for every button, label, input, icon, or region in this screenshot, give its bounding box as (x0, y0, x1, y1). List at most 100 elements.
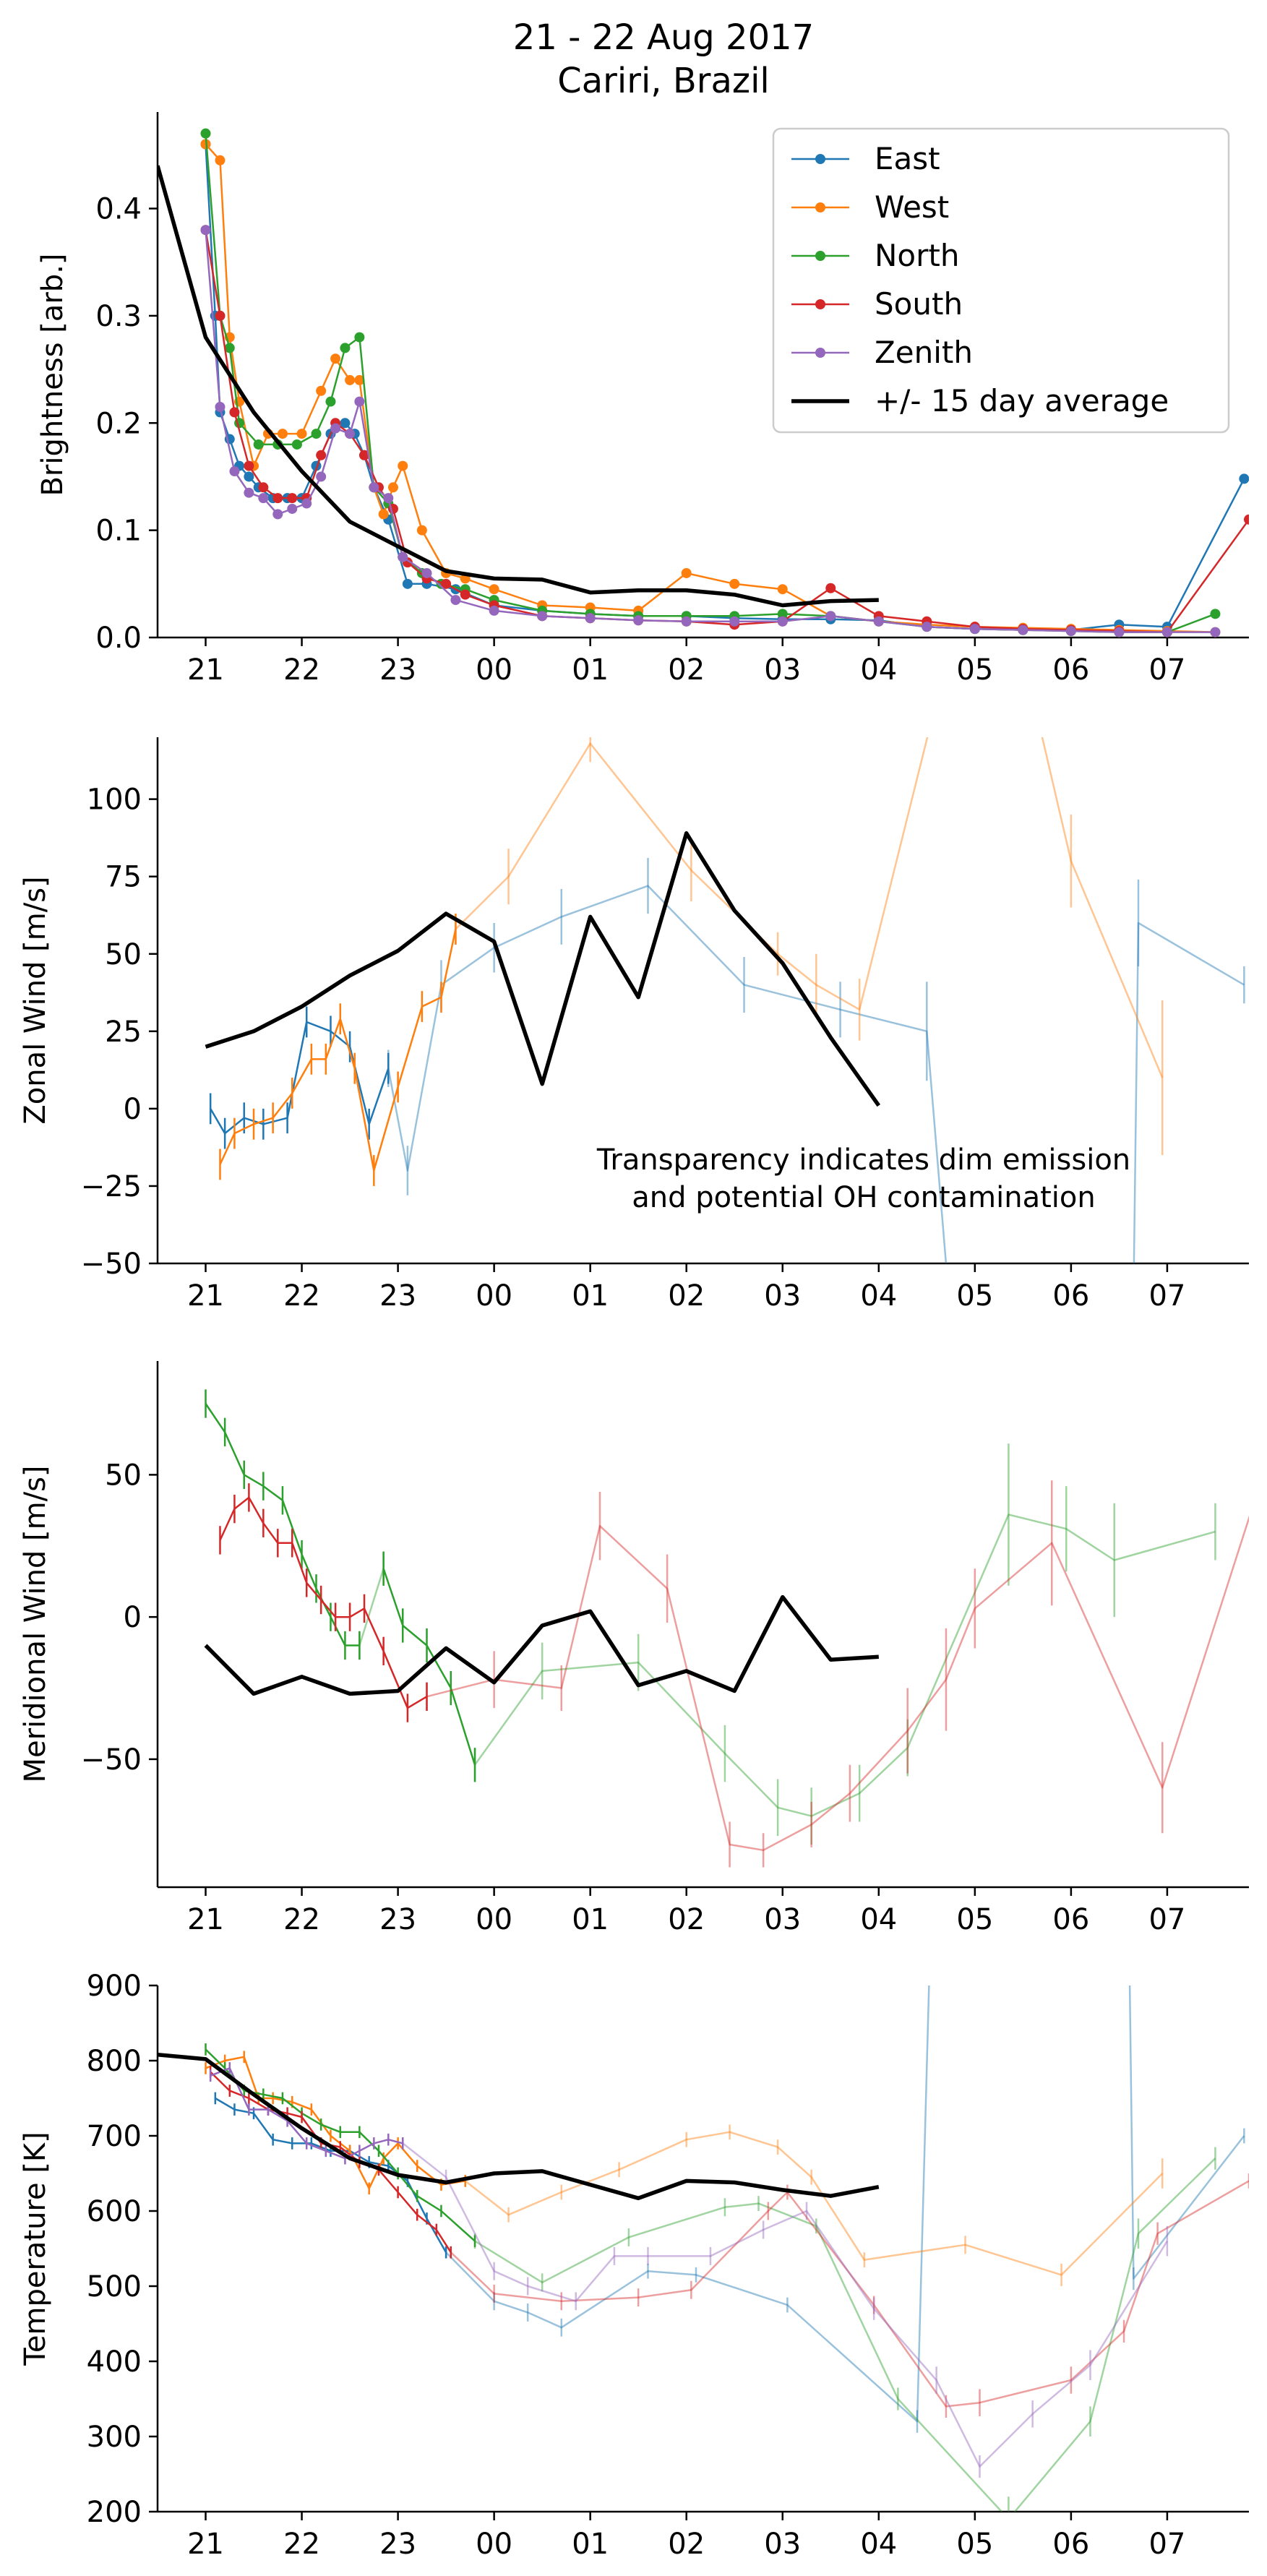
data-point (489, 605, 499, 616)
data-point (729, 578, 740, 589)
series-south (219, 1480, 1249, 1868)
data-point (825, 583, 836, 593)
x-tick-label: 03 (764, 2528, 801, 2561)
x-tick-label: 01 (572, 2528, 609, 2561)
x-tick-label: 00 (476, 1279, 512, 1313)
data-point (354, 396, 365, 407)
legend: East West North South Zenith +/- 15 day avera… (772, 127, 1230, 434)
data-point (1114, 627, 1125, 637)
x-tick-label: 23 (379, 1903, 416, 1936)
data-point (296, 429, 307, 439)
zonal-wind-panel: 21 22 23 00 01 02 03 04 05 06 07 −50 −25 0 25 50 75 100 Zo… (19, 737, 1249, 1313)
series-line (382, 1568, 476, 1766)
data-point (729, 616, 740, 627)
plot-area (205, 737, 1245, 1263)
legend-marker (815, 202, 825, 212)
legend-label: +/- 15 day average (875, 383, 1169, 418)
average-line (204, 1594, 879, 1696)
data-point (272, 493, 283, 504)
data-point (244, 460, 254, 471)
series-average (205, 831, 881, 1107)
data-point (200, 128, 211, 139)
series-north (205, 2043, 1216, 2512)
legend-entry-north: North (791, 238, 959, 273)
series-zenith (209, 2062, 1169, 2478)
y-tick-label: 900 (87, 1970, 142, 2003)
data-point (277, 429, 288, 439)
data-point (287, 493, 298, 504)
data-point (585, 613, 596, 624)
x-tick-label: 07 (1148, 653, 1185, 687)
x-tick-label: 02 (668, 1279, 705, 1313)
x-tick-label: 03 (764, 1903, 801, 1936)
data-point (450, 595, 461, 606)
x-tick-label: 22 (283, 653, 320, 687)
data-point (681, 567, 692, 578)
data-point (354, 332, 365, 343)
y-tick-label: 50 (105, 938, 142, 971)
data-point (1161, 627, 1172, 637)
average-line (205, 831, 881, 1107)
x-tick-label: 21 (187, 1903, 224, 1936)
data-point (489, 584, 499, 595)
y-tick-label: 0.3 (95, 300, 142, 333)
data-point (291, 439, 302, 450)
legend-marker (815, 299, 825, 309)
y-tick-label: 700 (87, 2120, 142, 2153)
x-tick-label: 04 (860, 1903, 897, 1936)
data-point (441, 578, 452, 589)
x-tick-label: 23 (379, 1279, 416, 1313)
y-axis-label: Zonal Wind [m/s] (19, 876, 52, 1124)
legend-label: East (875, 141, 940, 176)
data-point (421, 567, 432, 578)
x-tick-label: 22 (283, 1279, 320, 1313)
series-line (205, 1403, 360, 1647)
y-tick-label: 100 (87, 783, 142, 817)
series-line (358, 1568, 385, 1646)
series-line (219, 1496, 428, 1709)
data-point (311, 429, 322, 439)
series-north (205, 1389, 1216, 1845)
plot-area (158, 1985, 1249, 2512)
series-line (402, 2142, 1168, 2468)
x-tick-label: 05 (956, 1903, 993, 1936)
x-tick-label: 05 (956, 1279, 993, 1313)
series-average (158, 165, 879, 608)
series-line (219, 929, 457, 1172)
series-line (473, 1514, 1216, 1817)
y-axis-label: Temperature [K] (19, 2131, 52, 2366)
legend-entry-south: South (791, 286, 963, 322)
y-tick-label: 0.4 (95, 193, 142, 226)
x-tick-label: 21 (187, 653, 224, 687)
x-tick-label: 01 (572, 653, 609, 687)
y-axis-label: Brightness [arb.] (36, 253, 69, 496)
x-tick-label: 06 (1052, 1903, 1089, 1936)
y-tick-label: 25 (105, 1016, 142, 1049)
y-tick-label: 200 (87, 2496, 142, 2529)
data-point (215, 155, 226, 166)
x-tick-label: 07 (1148, 2528, 1185, 2561)
data-point (416, 525, 427, 536)
data-point (369, 482, 379, 493)
x-tick-label: 21 (187, 1279, 224, 1313)
x-tick-label: 06 (1052, 1279, 1089, 1313)
x-tick-label: 06 (1052, 653, 1089, 687)
x-tick-label: 03 (764, 1279, 801, 1313)
x-tick-label: 22 (283, 2528, 320, 2561)
data-point (258, 493, 269, 504)
x-tick-label: 01 (572, 1903, 609, 1936)
y-tick-label: 500 (87, 2270, 142, 2304)
data-point (272, 509, 283, 520)
data-point (777, 584, 788, 595)
data-point (402, 578, 413, 589)
annotation-line2: and potential OH contamination (632, 1181, 1095, 1214)
series-line (450, 2180, 1249, 2408)
legend-box (772, 127, 1230, 434)
x-tick-label: 23 (379, 653, 416, 687)
x-tick-label: 05 (956, 2528, 993, 2561)
legend-entry-east: East (791, 141, 940, 176)
legend-label: West (875, 189, 949, 225)
data-point (398, 460, 408, 471)
data-point (460, 589, 471, 600)
x-tick-label: 04 (860, 653, 897, 687)
